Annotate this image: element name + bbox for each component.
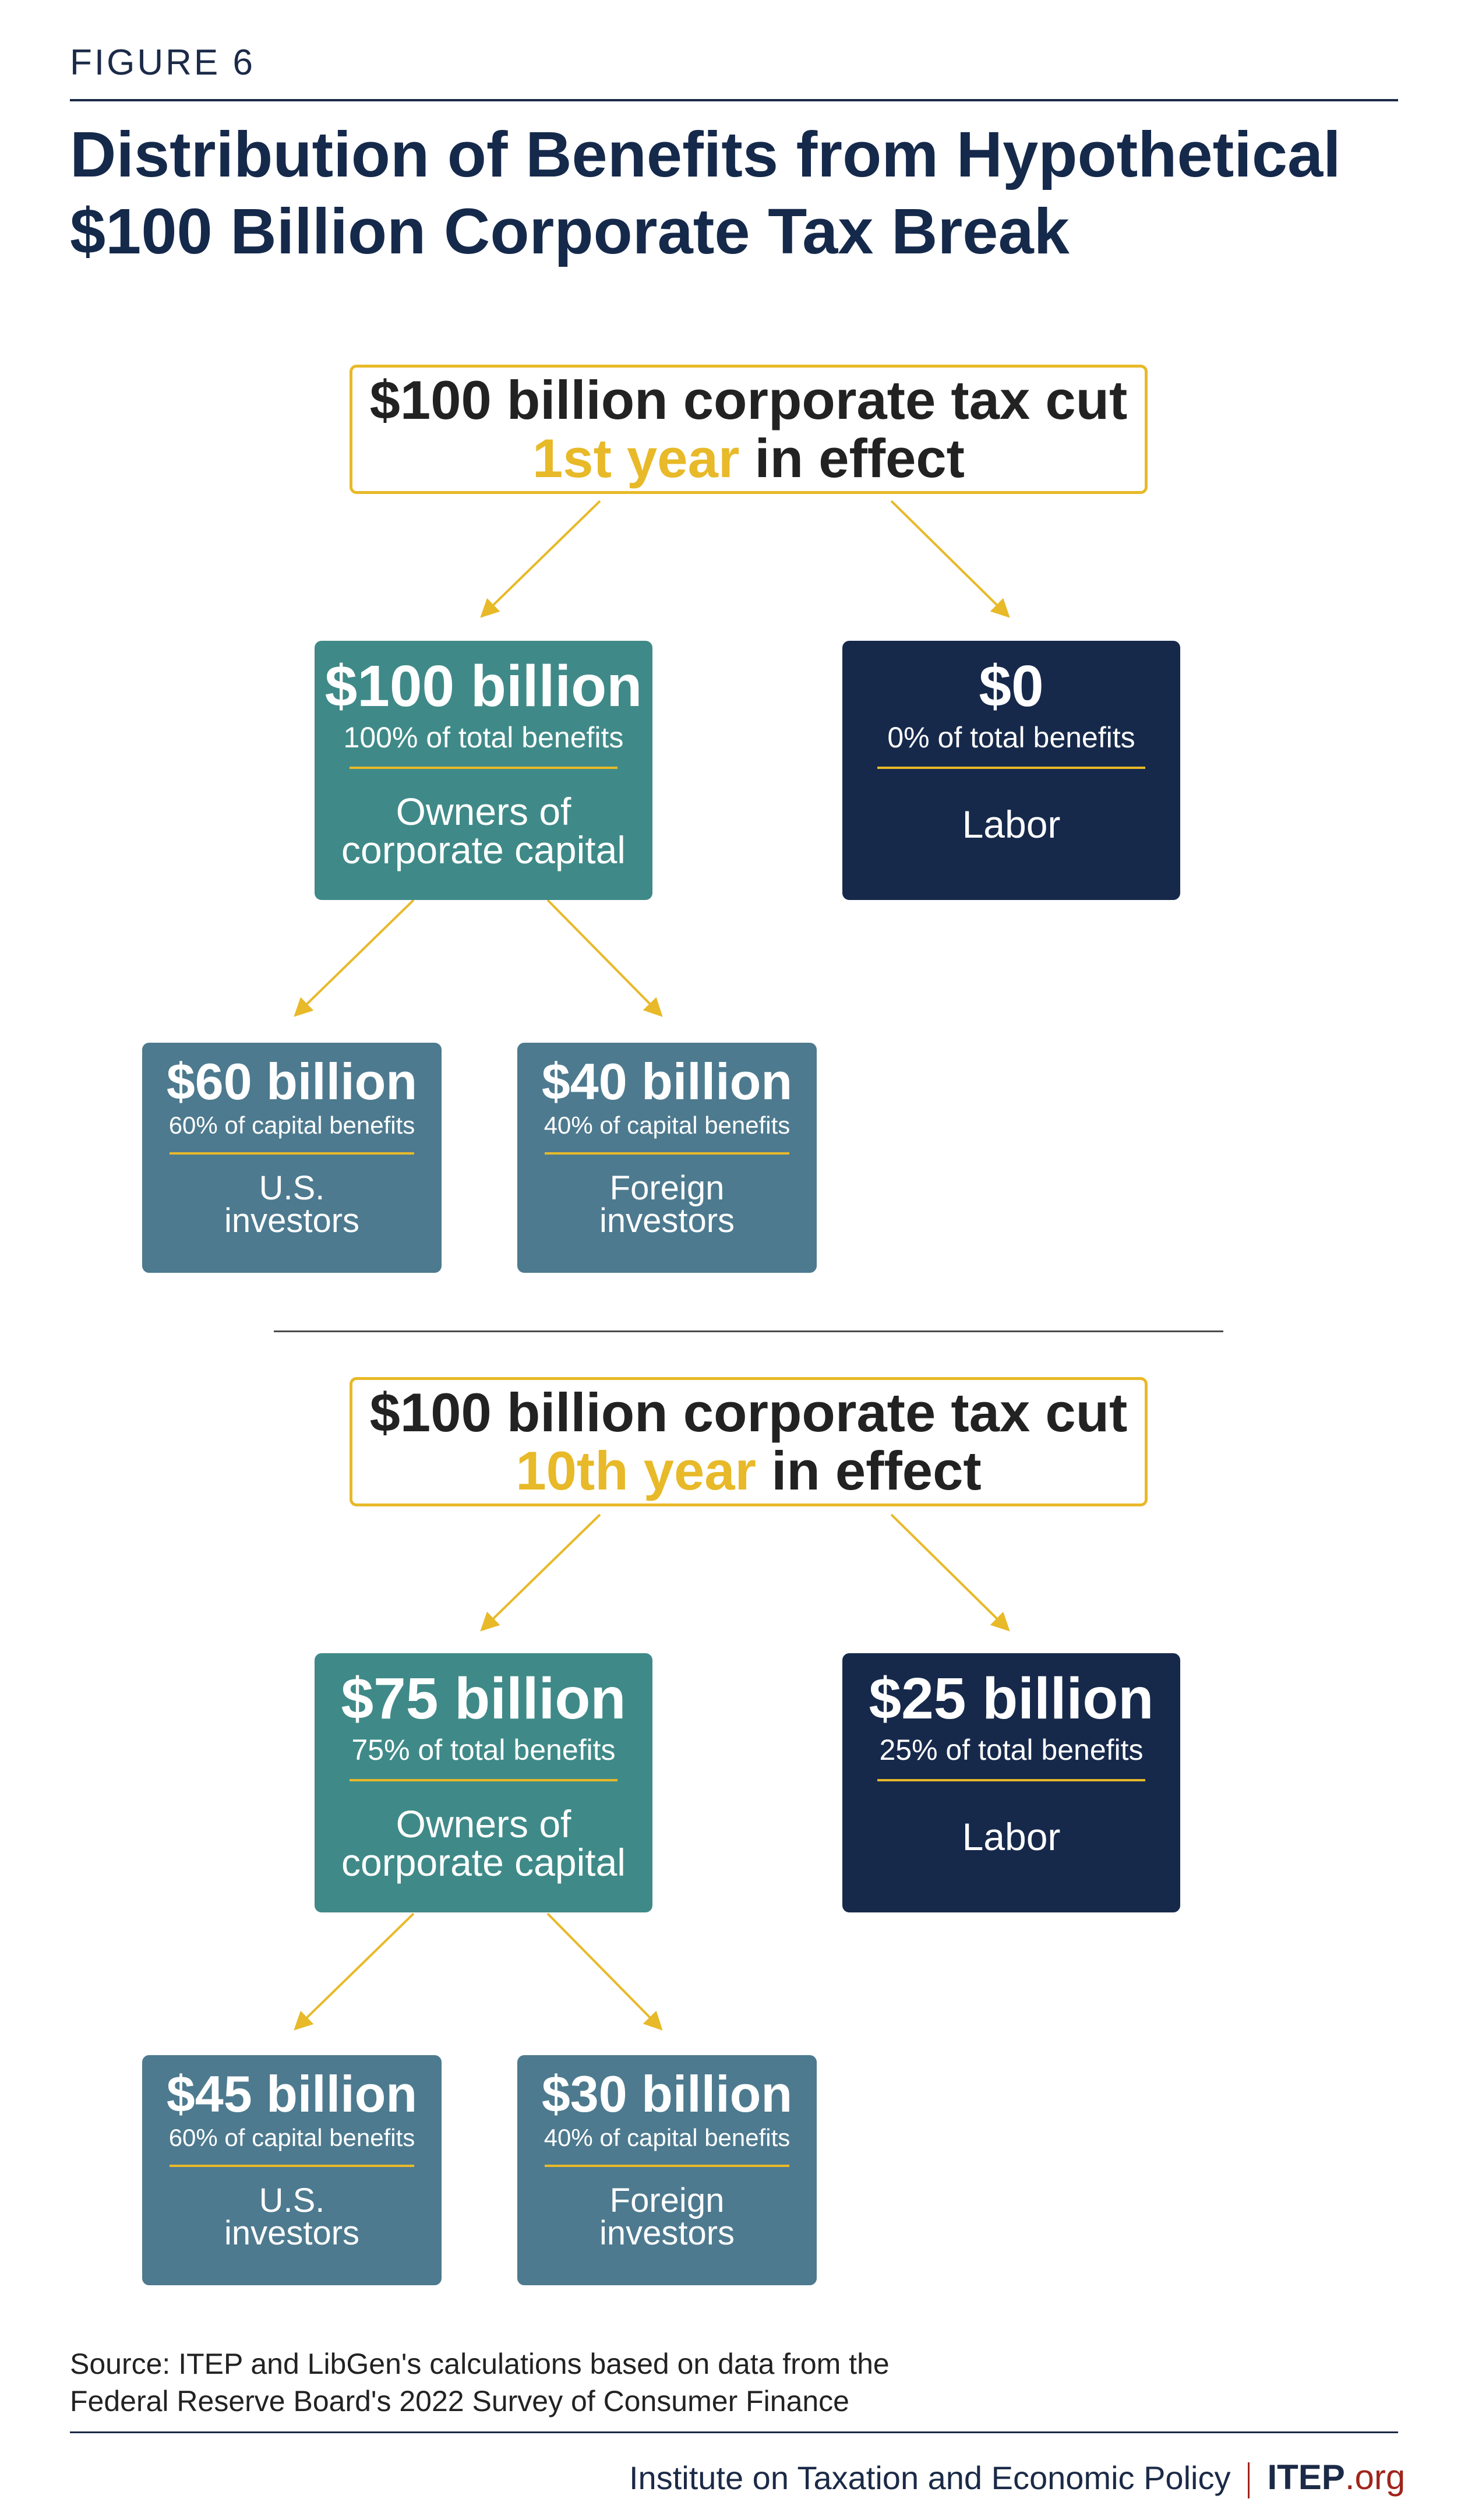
node-amount: $100 billion bbox=[324, 654, 643, 719]
page-title: Distribution of Benefits from Hypothetic… bbox=[70, 117, 1410, 270]
scenario2-owners-node: $75 billion 75% of total benefits Owners… bbox=[315, 1653, 652, 1912]
node-label-line1: U.S. bbox=[259, 1169, 325, 1207]
scenario2-foreign-investors-node: $30 billion 40% of capital benefits Fore… bbox=[517, 2055, 817, 2285]
node-label: U.S. investors bbox=[142, 2184, 442, 2250]
arrow-owners1-us bbox=[294, 899, 415, 1017]
source-note: Source: ITEP and LibGen's calculations b… bbox=[70, 2345, 1351, 2420]
node-label-line1: Foreign bbox=[609, 1169, 725, 1207]
title-line-2: $100 Billion Corporate Tax Break bbox=[70, 196, 1070, 267]
arrow-header2-owners bbox=[480, 1513, 601, 1632]
scenario1-us-investors-node: $60 billion 60% of capital benefits U.S.… bbox=[142, 1043, 442, 1273]
node-amount: $0 bbox=[979, 654, 1044, 719]
footer-brand: ITEP bbox=[1267, 2458, 1345, 2497]
node-label: U.S. investors bbox=[142, 1169, 442, 1240]
node-percent: 75% of total benefits bbox=[351, 1734, 616, 1766]
node-divider bbox=[877, 1779, 1145, 1781]
title-line-1: Distribution of Benefits from Hypothetic… bbox=[70, 119, 1341, 190]
node-divider bbox=[170, 1152, 414, 1155]
node-label-line2: investors bbox=[599, 1202, 735, 1240]
arrow-owners1-foreign bbox=[546, 899, 663, 1017]
scenario2-header: $100 billion corporate tax cut 10th year… bbox=[350, 1377, 1148, 1506]
footer-org-name: Institute on Taxation and Economic Polic… bbox=[629, 2459, 1231, 2496]
node-divider bbox=[350, 1779, 617, 1781]
source-line-2: Federal Reserve Board's 2022 Survey of C… bbox=[70, 2385, 849, 2417]
node-percent: 25% of total benefits bbox=[879, 1734, 1144, 1766]
node-label-line1: U.S. bbox=[259, 2182, 325, 2219]
node-percent: 40% of capital benefits bbox=[544, 1111, 791, 1139]
node-divider bbox=[877, 767, 1145, 769]
node-label-line1: Owners of bbox=[396, 1802, 571, 1845]
itep-logo: ITEP.org bbox=[1267, 2458, 1405, 2497]
node-percent: 100% of total benefits bbox=[343, 721, 624, 754]
footer-tld: .org bbox=[1345, 2458, 1406, 2497]
scenario2-us-investors-node: $45 billion 60% of capital benefits U.S.… bbox=[142, 2055, 442, 2285]
node-divider bbox=[545, 1152, 789, 1155]
arrow-header1-labor bbox=[890, 500, 1010, 618]
node-label: Labor bbox=[962, 1815, 1061, 1858]
scenario1-header-rest: in effect bbox=[739, 428, 965, 489]
arrow-owners2-foreign bbox=[546, 1912, 663, 2031]
node-label: Foreign investors bbox=[517, 1169, 817, 1240]
node-label-line2: investors bbox=[599, 2214, 735, 2252]
scenario2-header-line1: $100 billion corporate tax cut bbox=[369, 1382, 1128, 1443]
scenario2-labor-node: $25 billion 25% of total benefits Labor bbox=[842, 1653, 1180, 1912]
node-divider bbox=[350, 767, 617, 769]
scenario2-header-rest: in effect bbox=[756, 1440, 982, 1501]
arrow-header1-owners bbox=[480, 500, 601, 618]
node-label: Foreign investors bbox=[517, 2184, 817, 2250]
scenario1-owners-node: $100 billion 100% of total benefits Owne… bbox=[315, 641, 652, 900]
node-label-line2: corporate capital bbox=[341, 828, 626, 871]
node-label-line1: Foreign bbox=[609, 2182, 725, 2219]
node-percent: 40% of capital benefits bbox=[544, 2124, 791, 2151]
bottom-rule bbox=[70, 2431, 1398, 2433]
node-label-line1: Owners of bbox=[396, 790, 571, 833]
scenario1-header: $100 billion corporate tax cut 1st year … bbox=[350, 365, 1148, 494]
node-divider bbox=[170, 2165, 414, 2167]
scenario1-header-highlight: 1st year bbox=[532, 428, 740, 489]
scenario1-header-line2: 1st year in effect bbox=[352, 429, 1145, 488]
node-amount: $30 billion bbox=[541, 2065, 793, 2123]
footer: Institute on Taxation and Economic Polic… bbox=[629, 2457, 1405, 2499]
footer-separator bbox=[1248, 2462, 1250, 2499]
scenario1-header-line1: $100 billion corporate tax cut bbox=[369, 369, 1128, 430]
node-amount: $75 billion bbox=[341, 1666, 626, 1731]
node-label-line2: corporate capital bbox=[341, 1841, 626, 1884]
node-label-line2: investors bbox=[224, 1202, 360, 1240]
node-amount: $40 billion bbox=[541, 1053, 793, 1110]
arrow-owners2-us bbox=[294, 1912, 415, 2031]
node-amount: $60 billion bbox=[166, 1053, 418, 1110]
scenario1-labor-node: $0 0% of total benefits Labor bbox=[842, 641, 1180, 900]
node-percent: 0% of total benefits bbox=[887, 721, 1135, 754]
scenario2-header-highlight: 10th year bbox=[516, 1440, 757, 1501]
node-label: Owners of corporate capital bbox=[315, 1805, 652, 1882]
section-divider bbox=[274, 1330, 1223, 1332]
node-amount: $45 billion bbox=[166, 2065, 418, 2123]
node-percent: 60% of capital benefits bbox=[168, 1111, 415, 1139]
source-line-1: Source: ITEP and LibGen's calculations b… bbox=[70, 2348, 890, 2380]
arrow-header2-labor bbox=[890, 1513, 1010, 1632]
top-rule bbox=[70, 99, 1398, 101]
node-label-line2: investors bbox=[224, 2214, 360, 2252]
node-amount: $25 billion bbox=[869, 1666, 1154, 1731]
scenario1-foreign-investors-node: $40 billion 40% of capital benefits Fore… bbox=[517, 1043, 817, 1273]
figure-label: FIGURE 6 bbox=[70, 43, 255, 83]
node-label: Owners of corporate capital bbox=[315, 792, 652, 869]
node-label: Labor bbox=[962, 803, 1061, 846]
node-percent: 60% of capital benefits bbox=[168, 2124, 415, 2151]
node-divider bbox=[545, 2165, 789, 2167]
scenario2-header-line2: 10th year in effect bbox=[352, 1442, 1145, 1500]
